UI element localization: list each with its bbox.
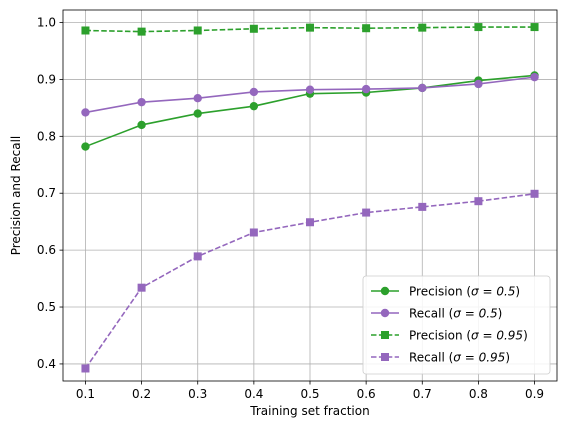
y-tick-label: 0.9 <box>37 72 56 86</box>
data-point <box>249 87 259 97</box>
data-point <box>361 84 371 94</box>
x-axis-label: Training set fraction <box>249 404 369 418</box>
y-tick-label: 0.7 <box>37 186 56 200</box>
data-point <box>418 23 427 32</box>
x-tick-label: 0.1 <box>76 387 95 401</box>
data-point <box>193 26 202 35</box>
y-tick-label: 0.4 <box>37 357 56 371</box>
series-2 <box>81 72 539 117</box>
y-tick-label: 0.8 <box>37 129 56 143</box>
data-point <box>193 109 202 118</box>
x-tick-label: 0.5 <box>300 387 319 401</box>
data-point <box>474 197 483 206</box>
data-point <box>530 23 539 32</box>
y-tick-label: 1.0 <box>37 16 56 30</box>
x-tick-label: 0.4 <box>244 387 263 401</box>
series-3 <box>81 23 539 36</box>
data-point <box>362 208 371 217</box>
legend-item: Precision (σ = 0.95) <box>371 329 528 343</box>
data-point <box>137 27 146 36</box>
data-point <box>418 202 427 211</box>
data-point <box>81 108 90 117</box>
x-tick-label: 0.9 <box>525 387 544 401</box>
legend-marker <box>380 286 390 296</box>
legend-item: Recall (σ = 0.5) <box>371 307 502 321</box>
data-point <box>474 79 483 89</box>
data-point <box>193 252 202 261</box>
x-tick-label: 0.8 <box>469 387 488 401</box>
data-point <box>306 218 314 227</box>
y-axis: 0.4 0.5 0.6 0.7 0.8 0.9 1.0 <box>37 16 63 371</box>
legend-marker <box>380 308 390 318</box>
series-4 <box>81 189 539 373</box>
data-point <box>530 189 539 198</box>
legend-item: Recall (σ = 0.95) <box>371 351 510 365</box>
data-point <box>81 364 90 373</box>
data-point <box>305 85 315 94</box>
x-tick-label: 0.3 <box>188 387 207 401</box>
series-group <box>81 23 539 373</box>
x-tick-label: 0.7 <box>413 387 432 401</box>
data-point <box>362 24 371 33</box>
data-point <box>193 93 202 103</box>
x-axis: 0.1 0.2 0.3 0.4 0.5 0.6 0.7 0.8 0.9 <box>76 381 544 401</box>
y-axis-label: Precision and Recall <box>9 136 23 256</box>
legend: Precision (σ = 0.5) Recall (σ = 0.5) Preci… <box>362 275 551 375</box>
legend-box <box>362 275 551 375</box>
legend-label: Precision (σ = 0.95) <box>409 329 528 343</box>
data-point <box>137 120 146 130</box>
data-point <box>249 228 258 237</box>
data-point <box>249 24 258 33</box>
data-point <box>81 26 90 35</box>
legend-item: Precision (σ = 0.5) <box>371 285 520 299</box>
data-point <box>474 23 483 32</box>
data-point <box>249 101 259 111</box>
grid <box>63 10 557 381</box>
y-tick-label: 0.6 <box>37 243 56 257</box>
x-tick-label: 0.2 <box>132 387 151 401</box>
data-point <box>137 283 146 292</box>
legend-marker <box>381 353 389 361</box>
data-point <box>530 72 539 82</box>
legend-marker <box>381 331 389 339</box>
legend-label: Recall (σ = 0.95) <box>409 351 510 365</box>
legend-label: Recall (σ = 0.5) <box>409 307 502 321</box>
x-tick-label: 0.6 <box>357 387 376 401</box>
data-point <box>137 97 146 107</box>
y-tick-label: 0.5 <box>37 300 56 314</box>
data-point <box>306 23 314 32</box>
legend-label: Precision (σ = 0.5) <box>409 285 520 299</box>
data-point <box>81 142 90 151</box>
data-point <box>418 83 427 93</box>
